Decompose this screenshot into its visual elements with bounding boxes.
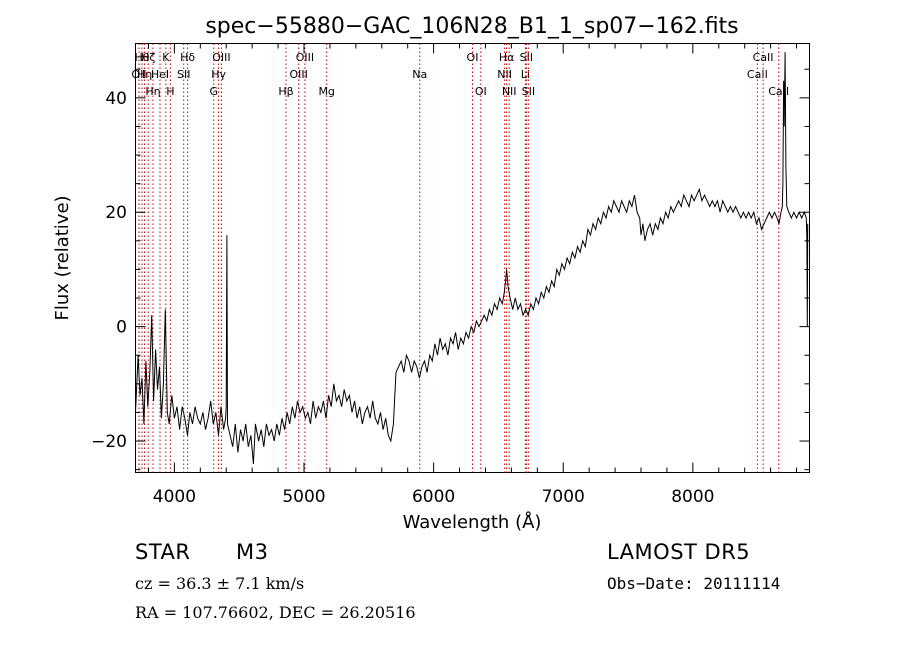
line-marker-label: Hα	[499, 51, 515, 64]
line-marker-label: Na	[412, 68, 427, 81]
x-tick-label: 7000	[542, 487, 585, 507]
y-tick-label: 20	[105, 203, 127, 223]
x-tick-label: 4000	[153, 487, 196, 507]
chart-title: spec−55880−GAC_106N28_B1_1_sp07−162.fits	[205, 14, 738, 39]
line-marker-label: OI	[475, 85, 487, 98]
line-marker-label: K	[162, 51, 170, 64]
line-marker-label: Hζ	[141, 51, 155, 64]
line-marker-label: Hβ	[278, 85, 293, 98]
line-marker-label: OII	[131, 68, 146, 81]
y-tick-label: 40	[105, 89, 127, 109]
object-subclass: M3	[236, 540, 269, 564]
spectrum-line	[135, 52, 809, 464]
redshift-value: cz = 36.3 ± 7.1 km/s	[135, 574, 305, 593]
line-marker-label: Hθ	[134, 51, 149, 64]
coordinates: RA = 107.76602, DEC = 26.20516	[135, 603, 416, 622]
line-marker-label: SII	[520, 51, 533, 64]
line-marker-label: H	[166, 85, 174, 98]
y-tick-label: 0	[116, 318, 127, 338]
line-marker-label: OIII	[289, 68, 307, 81]
observation-date: Obs−Date: 20111114	[607, 574, 781, 593]
line-marker-label: CaII	[747, 68, 768, 81]
line-marker-label: CaII	[768, 85, 789, 98]
line-marker-label: OIII	[212, 51, 230, 64]
line-marker-label: SII	[177, 68, 190, 81]
x-axis-label: Wavelength (Å)	[403, 511, 542, 533]
line-marker-label: SII	[522, 85, 535, 98]
line-marker-label: Hη	[145, 85, 160, 98]
line-marker-label: Hγ	[211, 68, 226, 81]
line-marker-label: NII	[497, 68, 512, 81]
y-tick-label: −20	[91, 432, 127, 452]
x-tick-label: 6000	[412, 487, 455, 507]
line-marker-label: Hη	[137, 68, 152, 81]
spectral-line-markers: OIIHθHηHζHηHeIKHSIIHδGHγOIIIHβOIIIOIIIMg…	[131, 43, 789, 473]
line-marker-label: Mg	[318, 85, 334, 98]
line-marker-label: OI	[467, 51, 479, 64]
object-class: STAR	[135, 540, 191, 564]
x-tick-label: 5000	[282, 487, 325, 507]
line-marker-label: Li	[521, 68, 530, 81]
line-marker-label: HeI	[151, 68, 169, 81]
x-axis-ticks: 4000 5000 6000 7000 8000	[147, 43, 798, 507]
line-marker-label: NII	[502, 85, 517, 98]
line-marker-label: Hδ	[180, 51, 195, 64]
x-tick-label: 8000	[671, 487, 714, 507]
line-marker-label: CaII	[753, 51, 774, 64]
survey-name: LAMOST DR5	[607, 540, 751, 564]
line-marker-label: G	[210, 85, 219, 98]
y-axis-ticks: −20 0 20 40	[91, 68, 810, 471]
y-axis-label: Flux (relative)	[52, 195, 73, 320]
line-marker-label: OIII	[296, 51, 314, 64]
